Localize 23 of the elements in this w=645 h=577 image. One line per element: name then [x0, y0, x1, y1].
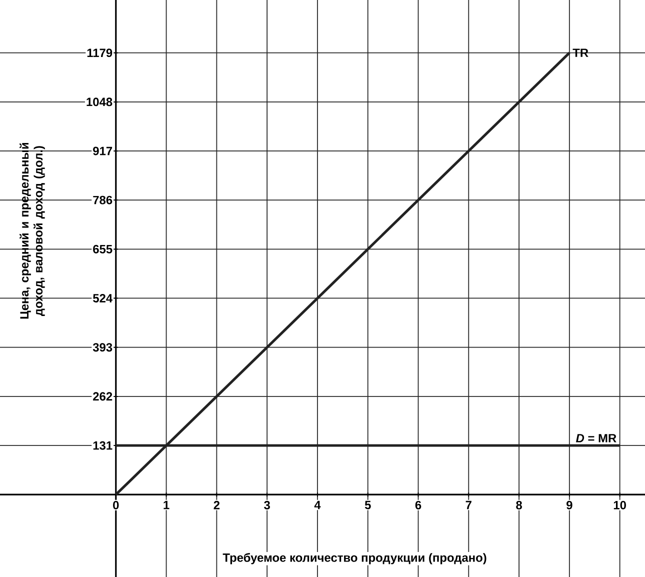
y-tick-label: 655 — [93, 244, 112, 254]
y-axis-title: Цена, средний и предельный доход, валовой доход (дол.) — [20, 142, 45, 319]
x-tick-label: 3 — [264, 500, 270, 510]
y-tick-label: 393 — [92, 343, 112, 352]
x-tick-label: 6 — [415, 500, 422, 510]
x-tick-label: 10 — [614, 500, 626, 510]
series-label: D = MR — [576, 434, 616, 442]
y-tick-label: 1048 — [86, 98, 112, 106]
x-tick-label: 0 — [113, 500, 119, 510]
x-tick-label: 8 — [516, 500, 522, 510]
x-tick-label: 1 — [164, 500, 170, 510]
x-tick-label: 4 — [314, 500, 321, 510]
y-tick-label: 262 — [93, 392, 112, 401]
x-tick-label: 9 — [566, 500, 572, 510]
y-tick-label: 524 — [93, 294, 113, 302]
x-tick-label: 2 — [214, 500, 220, 510]
y-tick-label: 786 — [93, 196, 112, 204]
y-tick-label: 917 — [93, 146, 112, 156]
x-tick-label: 5 — [364, 500, 371, 510]
x-tick-label: 7 — [466, 500, 472, 510]
y-tick-label: 131 — [93, 441, 112, 450]
x-axis-title: Требуемое количество продукции (продано) — [222, 553, 486, 564]
y-tick-label: 1179 — [87, 48, 112, 58]
